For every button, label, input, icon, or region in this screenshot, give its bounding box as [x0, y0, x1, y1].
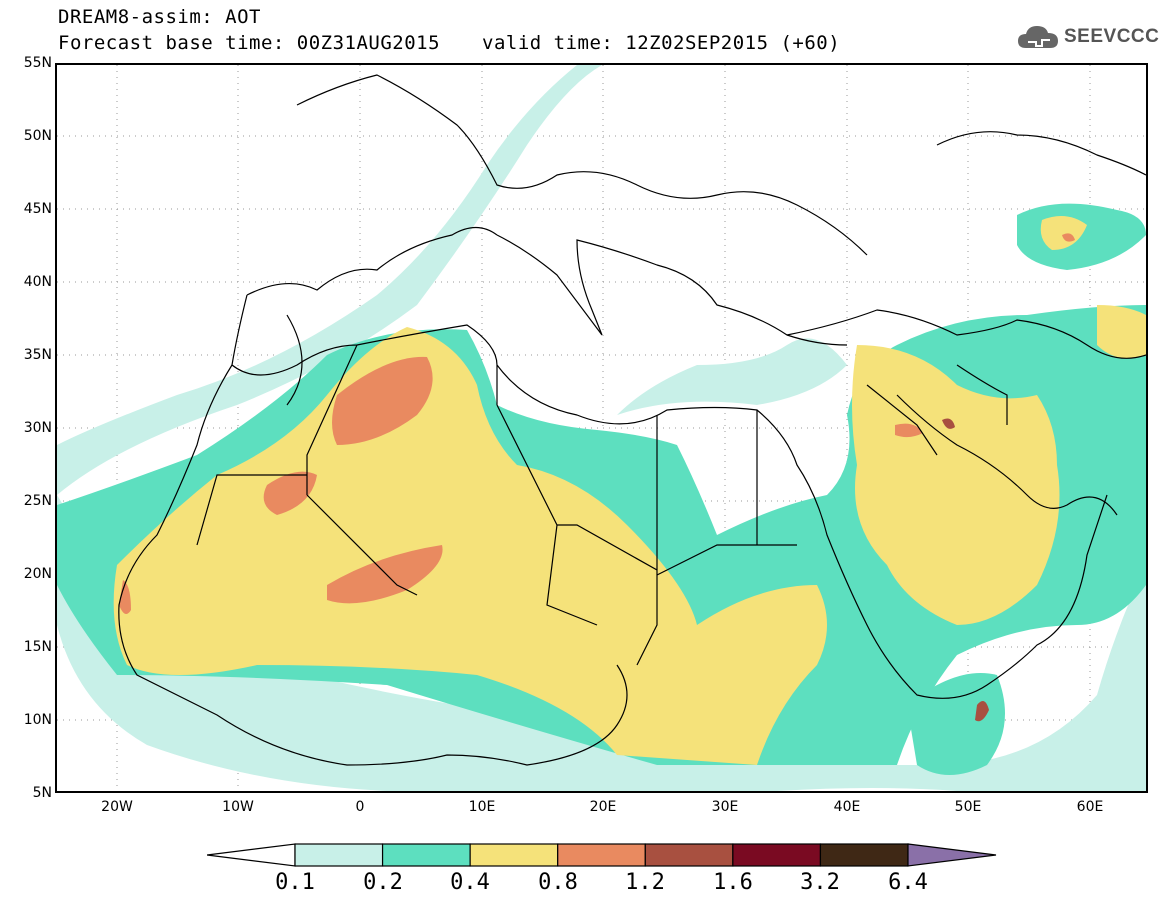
- lat-label: 50N: [23, 128, 52, 144]
- lat-label: 20N: [23, 566, 52, 582]
- colorbar-cell: [732, 843, 822, 867]
- aot-band-1.2: [942, 418, 989, 722]
- lat-label: 15N: [23, 639, 52, 655]
- cloud-icon: [1018, 26, 1058, 48]
- lon-label: 30E: [711, 799, 739, 815]
- aot-band-0.8: [119, 233, 1075, 614]
- lon-label: 20E: [589, 799, 617, 815]
- colorbar-label: 1.6: [713, 870, 753, 895]
- aot-band-0.1: [57, 65, 1146, 791]
- colorbar-cell: [557, 843, 646, 867]
- lon-label: 10W: [222, 799, 254, 815]
- lat-label: 5N: [32, 785, 52, 801]
- lon-label: 0: [355, 799, 365, 815]
- forecast-base-time: Forecast base time: 00Z31AUG2015: [58, 32, 441, 54]
- lat-label: 55N: [23, 55, 52, 71]
- lon-label: 20W: [101, 799, 133, 815]
- lon-label: 60E: [1076, 799, 1104, 815]
- colorbar-under-arrow: [207, 843, 296, 867]
- colorbar-label: 6.4: [888, 870, 928, 895]
- colorbar-label: 0.8: [538, 870, 578, 895]
- aot-map: [55, 63, 1148, 793]
- lat-label: 30N: [23, 420, 52, 436]
- lon-label: 50E: [954, 799, 982, 815]
- lon-label: 10E: [468, 799, 496, 815]
- aot-band-0.4: [113, 216, 1146, 765]
- colorbar-label: 1.2: [625, 870, 665, 895]
- seevccc-logo: SEEVCCC: [1016, 22, 1159, 52]
- colorbar-label: 3.2: [800, 870, 840, 895]
- colorbar-cell: [644, 843, 734, 867]
- colorbar-label: 0.2: [363, 870, 403, 895]
- lon-label: 40E: [833, 799, 861, 815]
- logo-text: SEEVCCC: [1064, 26, 1160, 47]
- colorbar: [207, 843, 997, 867]
- coastlines: [118, 74, 1146, 766]
- lat-label: 25N: [23, 493, 52, 509]
- colorbar-label: 0.4: [450, 870, 490, 895]
- lat-label: 35N: [23, 347, 52, 363]
- map-title: DREAM8-assim: AOT: [58, 6, 261, 28]
- lat-label: 10N: [23, 712, 52, 728]
- colorbar-cell: [469, 843, 559, 867]
- lat-label: 45N: [23, 201, 52, 217]
- valid-time: valid time: 12Z02SEP2015 (+60): [482, 32, 841, 54]
- colorbar-cell: [381, 843, 471, 867]
- colorbar-over-arrow: [907, 843, 997, 867]
- colorbar-cell: [294, 843, 384, 867]
- lat-label: 40N: [23, 274, 52, 290]
- colorbar-cells: [294, 843, 909, 867]
- map-canvas: [57, 65, 1146, 791]
- colorbar-cell: [819, 843, 909, 867]
- colorbar-label: 0.1: [275, 870, 315, 895]
